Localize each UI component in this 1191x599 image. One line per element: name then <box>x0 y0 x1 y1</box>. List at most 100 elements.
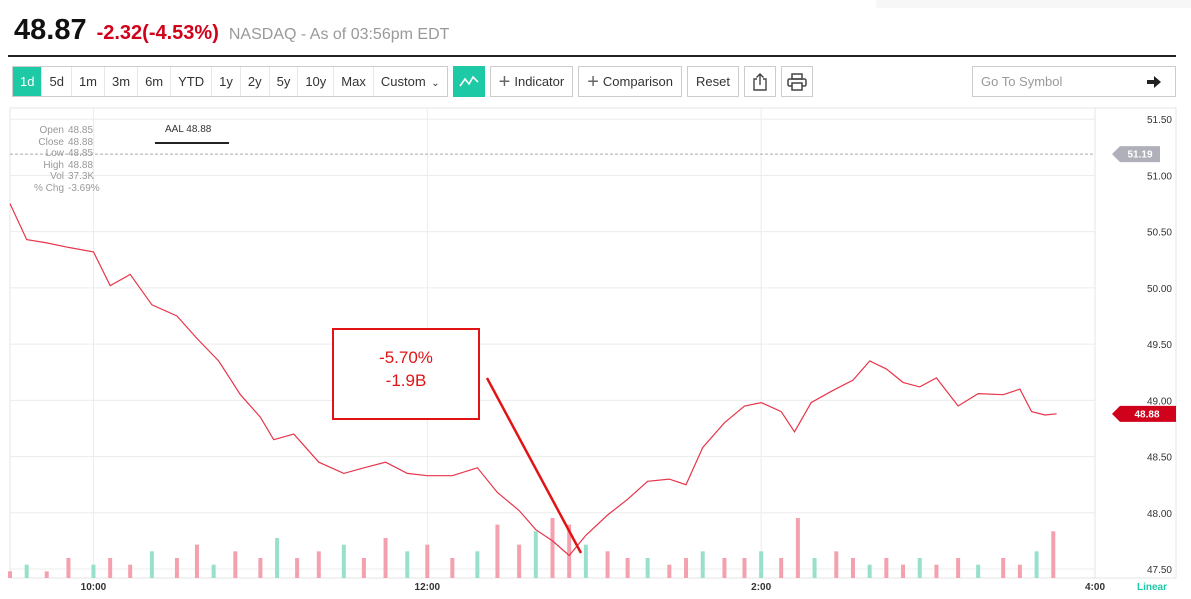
ohlc-close-value: 48.88 <box>68 136 94 148</box>
volume-bar <box>258 558 263 578</box>
volume-bar <box>425 544 430 578</box>
volume-bar <box>834 551 839 578</box>
reset-button[interactable]: Reset <box>687 66 739 97</box>
share-button[interactable] <box>743 66 776 97</box>
y-tick-label: 49.50 <box>1147 340 1172 351</box>
volume-bar <box>645 558 650 578</box>
range-6m[interactable]: 6m <box>138 67 172 96</box>
plus-icon: + <box>498 70 511 93</box>
comparison-button[interactable]: + Comparison <box>578 66 683 97</box>
range-3m[interactable]: 3m <box>105 67 139 96</box>
range-1y[interactable]: 1y <box>212 67 241 96</box>
chart-style-button[interactable] <box>452 66 485 97</box>
ohlc-chg: % Chg -3.69% <box>30 183 100 195</box>
volume-bar <box>405 551 410 578</box>
header-divider <box>8 55 1176 57</box>
grid-lines <box>9 107 1177 579</box>
volume-bar <box>1051 531 1056 578</box>
indicator-button[interactable]: + Indicator <box>489 66 574 97</box>
volume-bar <box>684 558 689 578</box>
volume-bar <box>742 558 747 578</box>
price-change: -2.32(-4.53%) <box>97 22 219 45</box>
annotation-line-1: -5.70% <box>379 348 433 367</box>
range-max[interactable]: Max <box>334 67 374 96</box>
volume-bar <box>383 538 388 578</box>
ohlc-close-label: Close <box>38 136 64 148</box>
go-to-symbol-input[interactable] <box>973 67 1133 96</box>
volume-bar <box>495 524 500 578</box>
volume-bar <box>108 558 113 578</box>
y-axis: 51.50 51.00 50.50 50.00 49.50 49.00 48.50 48.00… <box>1147 115 1172 576</box>
header-gray-panel <box>876 0 1191 8</box>
ohlc-vol: Vol 37.3K <box>30 171 100 183</box>
range-ytd[interactable]: YTD <box>171 67 213 96</box>
volume-bar <box>91 564 96 578</box>
x-tick-label: 10:00 <box>81 582 107 593</box>
last-price-tag: 48.88 <box>1112 405 1176 422</box>
volume-bar <box>1034 551 1039 578</box>
volume-bar <box>316 551 321 578</box>
volume-bar <box>149 551 154 578</box>
annotation-line-2: -1.9B <box>385 371 427 390</box>
volume-bar <box>1017 564 1022 578</box>
y-tick-label: 51.00 <box>1147 171 1172 182</box>
volume-bar <box>450 558 455 578</box>
volume-bar <box>867 564 872 578</box>
printer-icon <box>787 72 807 91</box>
range-1m[interactable]: 1m <box>72 67 105 96</box>
ohlc-low-label: Low <box>45 148 64 159</box>
ohlc-chg-label: % Chg <box>33 182 64 194</box>
volume-bar <box>24 564 29 578</box>
go-button[interactable] <box>1133 67 1175 96</box>
symbol-search <box>972 66 1176 97</box>
volume-bar <box>583 544 588 578</box>
volume-bar <box>211 564 216 578</box>
previous-close-tag: 51.19 <box>1112 146 1160 163</box>
volume-bar <box>8 571 12 578</box>
range-custom-dropdown[interactable]: Custom ⌄ <box>374 67 447 96</box>
volume-bar <box>722 558 727 578</box>
volume-bar <box>66 558 71 578</box>
change-percent: (-4.53%) <box>142 22 219 44</box>
volume-bar <box>901 564 906 578</box>
print-button[interactable] <box>780 66 813 97</box>
range-5y[interactable]: 5y <box>270 67 299 96</box>
comparison-label: Comparison <box>602 74 674 89</box>
range-5d[interactable]: 5d <box>42 67 72 96</box>
annotation-arrow <box>485 377 583 554</box>
ohlc-vol-label: Vol <box>50 171 64 182</box>
y-tick-label: 50.50 <box>1147 228 1172 239</box>
y-tick-label: 48.50 <box>1147 453 1172 464</box>
volume-bar <box>625 558 630 578</box>
volume-bar <box>667 564 672 578</box>
ohlc-open: Open 48.85 <box>30 125 100 137</box>
top-strip <box>0 0 1191 8</box>
volume-bar <box>605 551 610 578</box>
plus-icon: + <box>587 70 599 93</box>
y-tick-label: 48.00 <box>1147 509 1172 520</box>
last-price: 48.87 <box>14 14 87 46</box>
range-10y[interactable]: 10y <box>298 67 335 96</box>
x-tick-label: 12:00 <box>415 582 441 593</box>
line-chart-icon <box>459 75 479 86</box>
range-1d[interactable]: 1d <box>13 67 43 96</box>
volume-bar <box>550 518 555 578</box>
quote-header: 48.87 -2.32(-4.53%) NASDAQ - As of 03:56… <box>14 14 449 50</box>
last-price-tag-label: 48.88 <box>1134 409 1159 420</box>
y-tick-label: 49.00 <box>1147 396 1172 407</box>
scale-mode-label[interactable]: Linear <box>1137 582 1167 593</box>
ohlc-open-label: Open <box>39 125 64 136</box>
range-2y[interactable]: 2y <box>241 67 270 96</box>
ohlc-high: High 48.88 <box>30 160 100 172</box>
volume-bar <box>475 551 480 578</box>
previous-close-tag-label: 51.19 <box>1127 150 1152 161</box>
ohlc-chg-value: -3.69% <box>68 182 100 194</box>
previous-close-tag-shape <box>1112 146 1160 163</box>
ohlc-readout: Open 48.85 Close 48.88 Low 48.85 High 48.88 … <box>30 125 100 194</box>
y-tick-label: 51.50 <box>1147 115 1172 126</box>
volume-bar <box>194 544 199 578</box>
volume-bar <box>1001 558 1006 578</box>
custom-label: Custom <box>380 74 426 89</box>
chart-toolbar: 1d 5d 1m 3m 6m YTD 1y 2y 5y 10y Max Cust… <box>12 66 813 97</box>
x-tick-label: 2:00 <box>751 582 771 593</box>
